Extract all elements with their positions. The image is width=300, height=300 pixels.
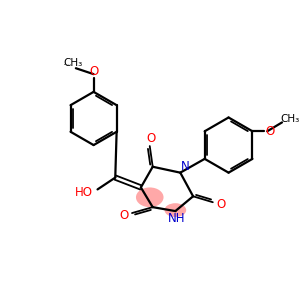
Text: CH₃: CH₃: [280, 115, 299, 124]
Text: HO: HO: [75, 186, 93, 199]
Ellipse shape: [136, 188, 164, 207]
Ellipse shape: [164, 203, 186, 217]
Text: CH₃: CH₃: [63, 58, 82, 68]
Text: NH: NH: [168, 212, 185, 226]
Text: N: N: [181, 160, 190, 173]
Text: O: O: [89, 65, 98, 78]
Text: O: O: [216, 198, 225, 211]
Text: methoxy: methoxy: [64, 64, 70, 65]
Text: O: O: [266, 125, 275, 138]
Text: O: O: [119, 208, 129, 221]
Text: O: O: [146, 132, 155, 145]
